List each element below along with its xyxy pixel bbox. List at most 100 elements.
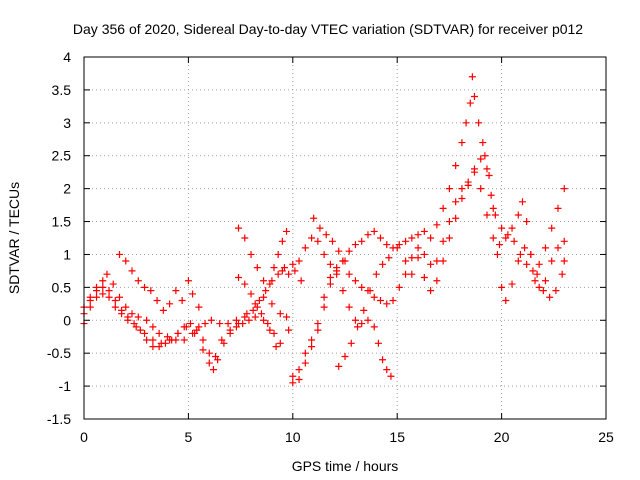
data-point [477,185,485,193]
data-point [477,155,485,163]
data-point [523,260,531,268]
data-point [149,336,157,344]
data-point [358,320,366,328]
data-point [358,237,366,245]
data-point [235,273,243,281]
data-point [314,320,322,328]
data-point [483,165,491,173]
data-point [212,352,220,360]
data-point [383,241,391,249]
data-point [326,273,334,281]
data-point [178,297,186,305]
data-point [174,329,182,337]
data-point [105,293,113,301]
data-point [260,293,268,301]
data-point [191,329,199,337]
data-point [301,359,309,367]
y-tick-label: 1 [63,246,71,262]
data-point [320,250,328,258]
data-point [541,277,549,285]
data-point [253,264,261,272]
data-point [370,323,378,331]
data-point [445,185,453,193]
data-point [124,316,132,324]
y-tick-label: 2.5 [52,148,72,164]
data-point [489,234,497,242]
data-point [498,224,506,232]
data-point [122,303,130,311]
data-point [364,231,372,239]
data-point [122,257,130,265]
data-point [491,211,499,219]
data-point [201,320,209,328]
data-point [301,349,309,357]
data-point [166,336,174,344]
data-point [257,310,265,318]
data-point [274,250,282,258]
data-point [134,277,142,285]
data-point [458,185,466,193]
data-point [166,300,174,308]
data-point [554,244,562,252]
y-tick-label: 2 [63,181,71,197]
data-point [475,119,483,127]
data-point [345,303,353,311]
data-point [172,287,180,295]
data-point [93,287,101,295]
x-tick-label: 10 [285,429,301,445]
data-point [128,267,136,275]
data-point [341,352,349,360]
data-point [283,227,291,235]
data-point [159,306,167,314]
data-point [285,270,293,278]
data-point [560,237,568,245]
data-point [489,204,497,212]
y-tick-label: 4 [63,49,71,65]
data-point [546,293,554,301]
data-point [310,214,318,222]
data-point [510,237,518,245]
data-point [314,237,322,245]
data-point [468,73,476,81]
data-point [502,297,510,305]
data-point [109,280,117,288]
data-point [445,218,453,226]
data-point [439,257,447,265]
data-point [493,250,501,258]
data-point [260,316,268,324]
data-point [216,320,224,328]
data-point [199,346,207,354]
data-point [518,198,526,206]
data-point [374,339,382,347]
data-point [427,234,435,242]
data-point [128,310,136,318]
data-point [354,323,362,331]
data-point [389,297,397,305]
data-point [379,260,387,268]
data-point [470,92,478,100]
data-point [345,247,353,255]
data-point [383,300,391,308]
data-point [218,336,226,344]
data-point [452,162,460,170]
data-point [345,270,353,278]
data-point [433,257,441,265]
data-point [283,313,291,321]
data-point [366,287,374,295]
data-point [134,313,142,321]
data-point [535,260,543,268]
data-point [132,323,140,331]
data-point [253,303,261,311]
data-point [470,168,478,176]
data-point [320,303,328,311]
data-point [111,297,119,305]
data-point [274,270,282,278]
data-point [358,283,366,291]
data-point [243,310,251,318]
data-point [99,277,107,285]
series-track-B [80,152,568,387]
y-tick-labels: -1.5 -1 -0.5 0 0.5 1 1.5 2 2.5 3 3.5 4 [47,49,71,427]
data-point [514,257,522,265]
data-point [541,244,549,252]
